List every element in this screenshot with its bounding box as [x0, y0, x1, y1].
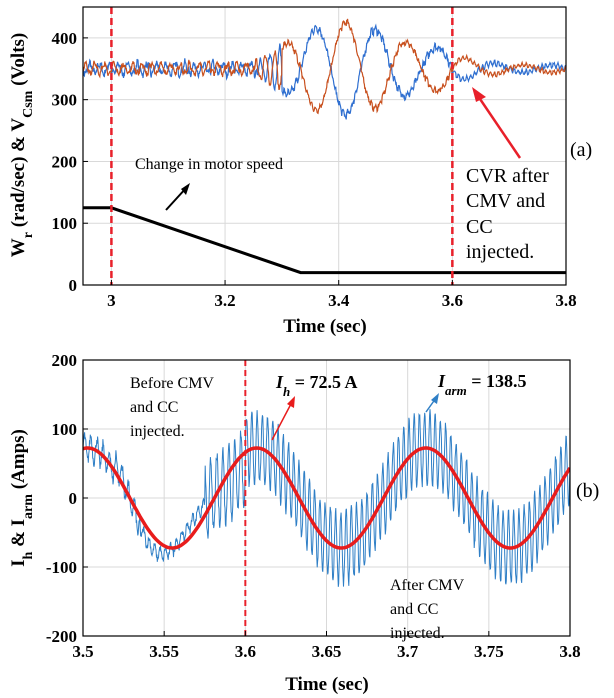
panel-b-ylabel-main: I — [8, 559, 29, 566]
panel-a-ytick-label: 200 — [52, 152, 78, 171]
panel-b-ylabel: Ih & Iarm (Amps) — [8, 429, 36, 567]
panel-b-ytick-label: -100 — [46, 558, 77, 577]
cvr-arrow — [476, 95, 522, 159]
before-annotation: Before CMV and CC injected. — [130, 375, 214, 440]
panel-a-xtick-label: 3 — [107, 291, 116, 310]
panel-b-xtick-label: 3.75 — [474, 642, 504, 661]
after-line-2: and CC — [390, 601, 438, 618]
ih-arrowhead — [287, 396, 295, 408]
speed-change-annotation: Change in motor speed — [135, 156, 283, 173]
panel-a-xtick-label: 3.4 — [328, 291, 350, 310]
ih-sub: h — [283, 384, 290, 399]
panel-b-ylabel-sub2: arm — [21, 494, 36, 519]
panel-b: 3.5 3.55 3.6 3.65 3.7 3.75 3.8-200-1000100200 … — [8, 351, 599, 695]
ih-label: I — [275, 372, 284, 392]
panel-a-ylabel: Wr (rad/sec) & VCsm (Volts) — [8, 33, 36, 258]
panel-a-ylabel-sub2: Csm — [21, 90, 36, 118]
panel-b-ylabel-tail: (Amps) — [8, 429, 29, 494]
panel-b-plot-area — [83, 360, 570, 636]
cvr-line-3: CC — [466, 216, 493, 238]
panel-b-ylabel-sub1: h — [21, 551, 36, 559]
ih-value: = 72.5 A — [290, 372, 357, 392]
panel-b-series — [83, 360, 570, 636]
panel-a-xlabel: Time (sec) — [283, 316, 367, 337]
panel-a-ytick-label: 300 — [52, 91, 78, 110]
panel-b-xtick-label: 3.8 — [559, 642, 580, 661]
panel-a-xtick-label: 3.8 — [555, 291, 576, 310]
cvr-annotation: CVR after CMV and CC injected. — [466, 165, 549, 263]
before-line-3: injected. — [130, 423, 185, 440]
panel-b-xlabel: Time (sec) — [285, 674, 369, 695]
cvr-line-2: CMV and — [466, 190, 545, 212]
cvr-line-1: CVR after — [466, 165, 549, 187]
panel-a-ylabel-main: W — [8, 238, 29, 257]
panel-b-xtick-label: 3.6 — [235, 642, 256, 661]
panel-a-ylabel-tail: (Volts) — [8, 33, 29, 91]
panel-a-ticks: 3 3.2 3.4 3.6 3.8 0 100 200 300 400 — [52, 29, 577, 310]
series-motor-speed — [83, 206, 566, 275]
panel-a-series — [83, 7, 566, 285]
speed-change-arrowhead — [181, 183, 190, 195]
panel-a-ytick-label: 100 — [52, 214, 78, 233]
panel-b-xtick-label: 3.65 — [312, 642, 342, 661]
iarm-sub: arm — [445, 383, 467, 398]
ih-arrow — [271, 401, 293, 441]
panel-b-ticks: 3.5 3.55 3.6 3.65 3.7 3.75 3.8 -200 -100 0 100 200 — [46, 351, 581, 661]
ih-annotation: Ih = 72.5 A — [275, 372, 358, 399]
iarm-annotation: Iarm = 138.5 — [437, 371, 526, 398]
panel-b-xtick-label: 3.7 — [397, 642, 419, 661]
panel-a-ylabel-mid: (rad/sec) & V — [8, 118, 29, 232]
iarm-arrowhead — [431, 393, 439, 404]
series-orange-capacitor-voltage — [83, 18, 566, 115]
panel-b-xtick-label: 3.55 — [149, 642, 179, 661]
after-line-1: After CMV — [390, 577, 465, 594]
after-annotation: After CMV and CC injected. — [390, 577, 465, 642]
panel-b-tag: (b) — [576, 480, 599, 502]
panel-b-ytick-label: 0 — [69, 489, 78, 508]
panel-a-frame — [82, 6, 567, 286]
panel-a-ylabel-sub1: r — [21, 232, 36, 238]
panel-b-xtick-label: 3.5 — [72, 642, 93, 661]
iarm-label: I — [437, 371, 446, 391]
cvr-line-4: injected. — [466, 241, 534, 263]
panel-b-ytick-label: 100 — [52, 420, 78, 439]
panel-a-plot-area — [83, 7, 566, 285]
before-line-1: Before CMV — [130, 375, 214, 392]
before-line-2: and CC — [130, 399, 178, 416]
panel-a: 3 3.2 3.4 3.6 3.8 0 100 200 300 400 Time (sec) Wr… — [8, 6, 592, 337]
iarm-value: = 138.5 — [467, 371, 527, 391]
panel-b-ylabel-mid: & I — [8, 519, 29, 552]
panel-a-ytick-label: 0 — [69, 276, 78, 295]
panel-a-ytick-label: 400 — [52, 29, 78, 48]
panel-b-ytick-label: 200 — [52, 351, 78, 370]
cvr-arrowhead — [472, 87, 486, 102]
panel-b-ytick-label: -200 — [46, 627, 77, 646]
after-line-3: injected. — [390, 625, 445, 642]
panel-a-xtick-label: 3.2 — [214, 291, 235, 310]
panel-a-tag: (a) — [570, 139, 592, 161]
series-blue-capacitor-voltage — [83, 23, 566, 120]
series-ih-current — [83, 446, 570, 550]
panel-a-xtick-label: 3.6 — [442, 291, 463, 310]
